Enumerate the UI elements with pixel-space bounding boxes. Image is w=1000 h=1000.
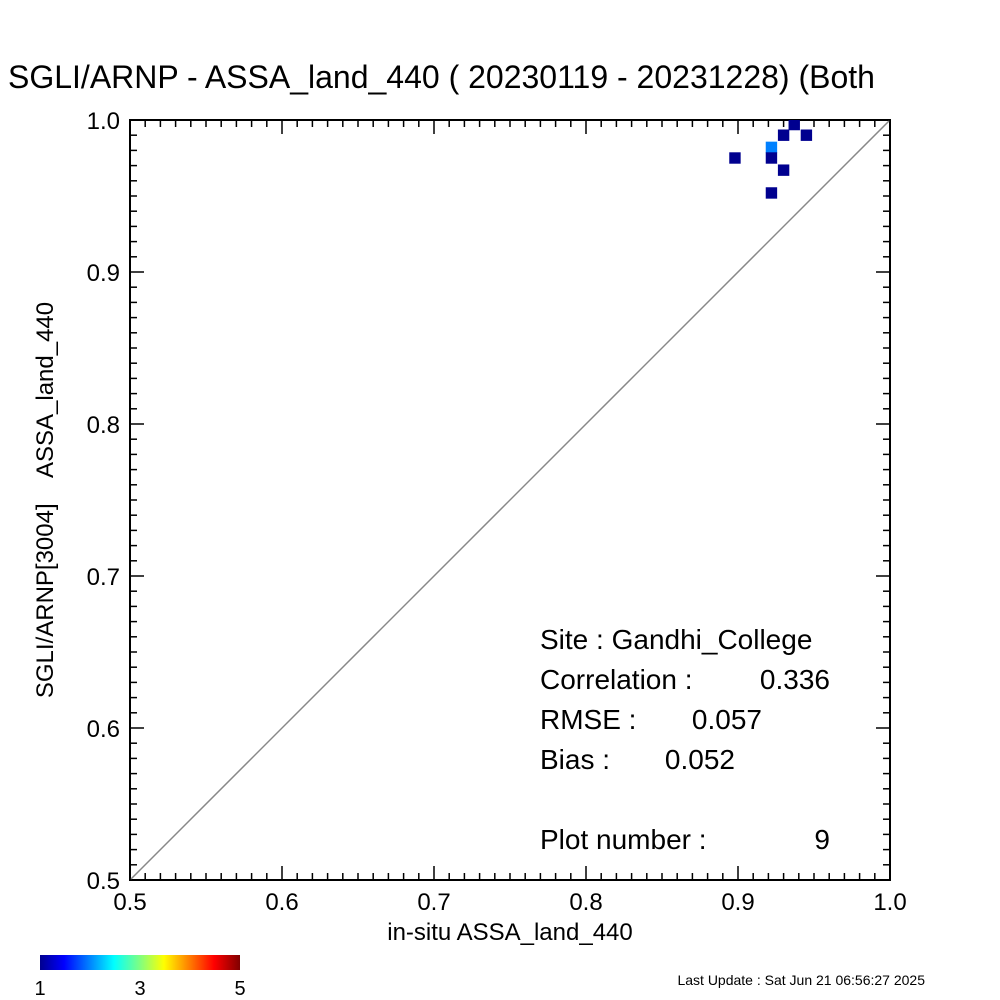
colorbar-min-label: 1 <box>34 978 45 1000</box>
data-cell <box>777 129 790 141</box>
x-axis-label: in-situ ASSA_land_440 <box>387 919 633 946</box>
plot-number-value: 9 <box>814 824 830 855</box>
x-tick-label: 0.7 <box>417 889 450 916</box>
x-tick-label: 0.8 <box>569 889 602 916</box>
one-to-one-line <box>129 119 891 881</box>
x-tick-labels: 0.5 0.6 0.7 0.8 0.9 1.0 <box>113 889 906 916</box>
data-cell <box>777 164 790 176</box>
y-tick-label: 0.7 <box>87 564 120 591</box>
site-label: Site : Gandhi_College <box>540 624 812 655</box>
colorbar <box>40 955 240 970</box>
x-tick-label: 1.0 <box>873 889 906 916</box>
x-tick-label: 0.9 <box>721 889 754 916</box>
data-cells <box>729 120 813 199</box>
y-tick-label: 0.6 <box>87 716 120 743</box>
y-tick-label: 0.8 <box>87 412 120 439</box>
plot-number-label: Plot number : <box>540 824 707 855</box>
y-tick-label: 1.0 <box>87 108 120 135</box>
x-tick-label: 0.6 <box>265 889 298 916</box>
data-cell <box>788 120 800 131</box>
last-update-text: Last Update : Sat Jun 21 06:56:27 2025 <box>677 972 925 988</box>
rmse-label: RMSE : <box>540 704 636 735</box>
chart-title: SGLI/ARNP - ASSA_land_440 ( 20230119 - 2… <box>8 59 875 95</box>
data-cell <box>729 152 741 164</box>
correlation-value: 0.336 <box>760 664 830 695</box>
data-cell <box>765 187 778 199</box>
correlation-label: Correlation : <box>540 664 693 695</box>
bias-label: Bias : <box>540 744 610 775</box>
bias-value: 0.052 <box>665 744 735 775</box>
data-cell <box>765 152 778 164</box>
x-tick-label: 0.5 <box>113 889 146 916</box>
data-cell <box>800 129 813 141</box>
colorbar-max-label: 5 <box>234 978 245 1000</box>
y-tick-label: 0.5 <box>87 868 120 895</box>
colorbar-mid-label: 3 <box>134 978 145 1000</box>
rmse-value: 0.057 <box>692 704 762 735</box>
y-tick-label: 0.9 <box>87 260 120 287</box>
y-tick-labels: 0.5 0.6 0.7 0.8 0.9 1.0 <box>87 108 120 895</box>
axis-ticks <box>129 119 891 881</box>
stats-panel: Site : Gandhi_College Correlation : 0.33… <box>540 624 830 855</box>
data-cell <box>765 141 778 154</box>
y-axis-label: SGLI/ARNP[3004] ASSA_land_440 <box>32 302 59 698</box>
